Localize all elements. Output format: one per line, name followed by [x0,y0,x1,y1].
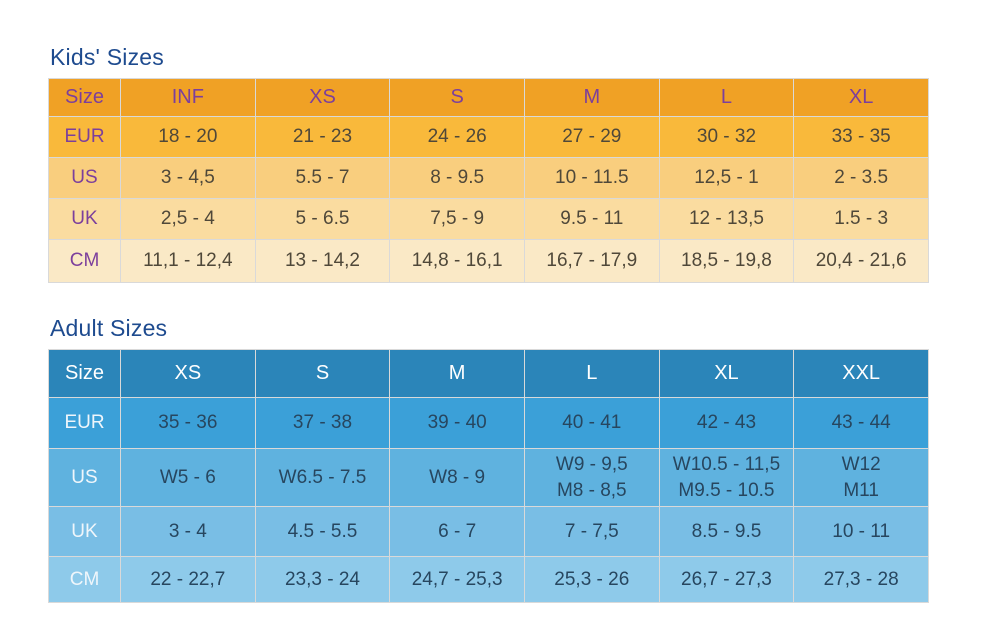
table-cell: 37 - 38 [254,397,391,449]
adult-row-cm: CM 22 - 22,7 23,3 - 24 24,7 - 25,3 25,3 … [48,556,929,603]
adult-sizes-section: Adult Sizes Size XS S M L XL XXL EUR 35 … [48,315,1000,603]
adult-column-header-size: Size [48,349,121,398]
adult-row-us: US W5 - 6 W6.5 - 7.5 W8 - 9 W9 - 9,5 M8 … [48,448,929,507]
table-cell: 3 - 4 [120,506,256,557]
table-cell: W12 M11 [793,448,929,507]
table-cell: 40 - 41 [523,397,660,449]
table-cell: W10.5 - 11,5 M9.5 - 10.5 [658,448,795,507]
adult-row-eur: EUR 35 - 36 37 - 38 39 - 40 40 - 41 42 -… [48,397,929,449]
adult-header-row: Size XS S M L XL XXL [48,349,929,398]
adult-column-header-xl: XL [658,349,795,398]
adult-column-header-xs: XS [120,349,256,398]
table-cell: 7,5 - 9 [389,198,525,240]
table-cell: 24 - 26 [389,116,525,158]
adult-row-label-cm: CM [48,556,121,603]
kids-column-header-size: Size [48,78,121,117]
table-cell: 27 - 29 [523,116,660,158]
adult-row-label-us: US [48,448,121,507]
adult-row-label-eur: EUR [48,397,121,449]
kids-row-uk: UK 2,5 - 4 5 - 6.5 7,5 - 9 9.5 - 11 12 -… [48,198,929,240]
table-cell: W5 - 6 [120,448,256,507]
kids-column-header-m: M [523,78,660,117]
adult-column-header-m: M [389,349,525,398]
table-cell: 5.5 - 7 [254,157,391,199]
table-cell: 2,5 - 4 [120,198,256,240]
table-cell: 9.5 - 11 [523,198,660,240]
adult-column-header-s: S [254,349,391,398]
kids-column-header-inf: INF [120,78,256,117]
table-cell: 25,3 - 26 [523,556,660,603]
kids-sizes-table: Size INF XS S M L XL EUR 18 - 20 21 - 23… [48,78,929,283]
table-cell: 18 - 20 [120,116,256,158]
kids-header-row: Size INF XS S M L XL [48,78,929,117]
kids-column-header-l: L [658,78,795,117]
table-cell: 24,7 - 25,3 [389,556,525,603]
table-cell: 3 - 4,5 [120,157,256,199]
kids-sizes-title: Kids' Sizes [50,44,164,70]
table-cell: 1.5 - 3 [793,198,929,240]
table-cell: 26,7 - 27,3 [658,556,795,603]
kids-row-eur: EUR 18 - 20 21 - 23 24 - 26 27 - 29 30 -… [48,116,929,158]
table-cell: 20,4 - 21,6 [793,239,929,283]
table-cell: 2 - 3.5 [793,157,929,199]
kids-row-label-uk: UK [48,198,121,240]
size-chart-page: Kids' Sizes Size INF XS S M L XL EUR 18 … [48,44,1000,603]
table-cell: 35 - 36 [120,397,256,449]
kids-sizes-section: Kids' Sizes Size INF XS S M L XL EUR 18 … [48,44,1000,283]
adult-row-uk: UK 3 - 4 4.5 - 5.5 6 - 7 7 - 7,5 8.5 - 9… [48,506,929,557]
adult-sizes-title: Adult Sizes [50,315,168,341]
adult-column-header-xxl: XXL [793,349,929,398]
table-cell: 5 - 6.5 [254,198,391,240]
table-cell: W9 - 9,5 M8 - 8,5 [523,448,660,507]
table-cell: 42 - 43 [658,397,795,449]
table-cell: 18,5 - 19,8 [658,239,795,283]
adult-sizes-table: Size XS S M L XL XXL EUR 35 - 36 37 - 38… [48,349,929,603]
kids-row-label-eur: EUR [48,116,121,158]
table-cell: 7 - 7,5 [523,506,660,557]
table-cell: 12,5 - 1 [658,157,795,199]
kids-column-header-s: S [389,78,525,117]
table-cell: 23,3 - 24 [254,556,391,603]
table-cell: 12 - 13,5 [658,198,795,240]
kids-column-header-xl: XL [793,78,929,117]
table-cell: 39 - 40 [389,397,525,449]
table-cell: 8.5 - 9.5 [658,506,795,557]
table-cell: 10 - 11 [793,506,929,557]
kids-row-label-us: US [48,157,121,199]
table-cell: W8 - 9 [389,448,525,507]
table-cell: 43 - 44 [793,397,929,449]
adult-column-header-l: L [523,349,660,398]
table-cell: 27,3 - 28 [793,556,929,603]
kids-row-label-cm: CM [48,239,121,283]
table-cell: 21 - 23 [254,116,391,158]
kids-row-cm: CM 11,1 - 12,4 13 - 14,2 14,8 - 16,1 16,… [48,239,929,283]
kids-row-us: US 3 - 4,5 5.5 - 7 8 - 9.5 10 - 11.5 12,… [48,157,929,199]
table-cell: 16,7 - 17,9 [523,239,660,283]
table-cell: 8 - 9.5 [389,157,525,199]
table-cell: 30 - 32 [658,116,795,158]
kids-column-header-xs: XS [254,78,391,117]
table-cell: 4.5 - 5.5 [254,506,391,557]
table-cell: 11,1 - 12,4 [120,239,256,283]
table-cell: 22 - 22,7 [120,556,256,603]
table-cell: 14,8 - 16,1 [389,239,525,283]
table-cell: 33 - 35 [793,116,929,158]
table-cell: 10 - 11.5 [523,157,660,199]
table-cell: W6.5 - 7.5 [254,448,391,507]
table-cell: 6 - 7 [389,506,525,557]
table-cell: 13 - 14,2 [254,239,391,283]
adult-row-label-uk: UK [48,506,121,557]
